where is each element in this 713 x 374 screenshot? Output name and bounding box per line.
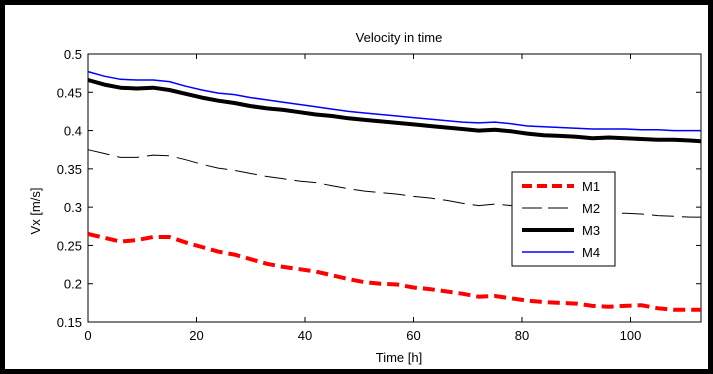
y-tick-label: 0.5 bbox=[64, 47, 82, 62]
x-tick-label: 40 bbox=[298, 328, 312, 343]
x-tick-label: 60 bbox=[406, 328, 420, 343]
y-tick-label: 0.2 bbox=[64, 277, 82, 292]
y-tick-label: 0.45 bbox=[57, 85, 82, 100]
legend-label-m1: M1 bbox=[582, 179, 600, 194]
chart-title: Velocity in time bbox=[356, 30, 443, 45]
legend-label-m3: M3 bbox=[582, 223, 600, 238]
y-tick-label: 0.35 bbox=[57, 162, 82, 177]
x-tick-label: 80 bbox=[515, 328, 529, 343]
y-tick-label: 0.3 bbox=[64, 200, 82, 215]
legend-label-m4: M4 bbox=[582, 245, 600, 260]
x-tick-label: 20 bbox=[189, 328, 203, 343]
x-axis-label: Time [h] bbox=[376, 350, 422, 365]
legend: M1 M2 M3 M4 bbox=[511, 171, 616, 267]
series-line-m3 bbox=[87, 78, 702, 144]
y-tick-label: 0.25 bbox=[57, 238, 82, 253]
plot-area: 0 20 40 60 80 100 0.15 0.2 0.25 0.3 0.35 0.4 0.45 0.5 bbox=[57, 47, 702, 343]
y-axis-label: Vx [m/s] bbox=[28, 188, 43, 235]
x-tick-label: 0 bbox=[84, 328, 91, 343]
series-line-m4 bbox=[87, 70, 701, 132]
series-line-m1 bbox=[87, 231, 701, 312]
y-tick-label: 0.15 bbox=[57, 315, 82, 330]
y-tick-label: 0.4 bbox=[64, 124, 82, 139]
x-tick-label: 100 bbox=[620, 328, 642, 343]
axes-box bbox=[87, 53, 702, 323]
legend-label-m2: M2 bbox=[582, 201, 600, 216]
